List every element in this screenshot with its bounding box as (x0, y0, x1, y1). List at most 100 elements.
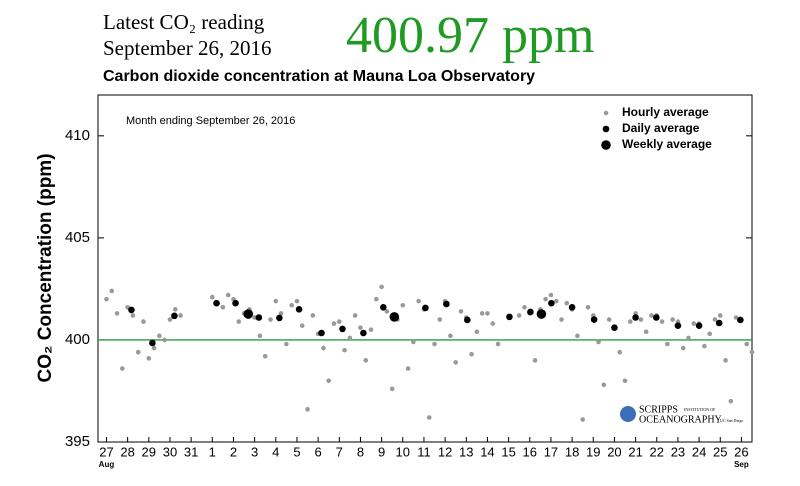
data-point (167, 317, 173, 322)
data-point (225, 292, 231, 298)
data-point (448, 333, 453, 339)
data-point (553, 298, 559, 304)
data-point (674, 322, 682, 329)
data-point (628, 319, 633, 324)
x-tick-label: 22 (650, 444, 664, 459)
data-point (575, 333, 580, 339)
data-point (585, 304, 591, 310)
data-point (536, 309, 547, 319)
x-tick-label: 23 (671, 444, 685, 459)
data-point (453, 360, 458, 365)
data-point (400, 302, 406, 308)
data-point (744, 341, 750, 347)
data-point (596, 339, 601, 345)
data-point (548, 299, 555, 307)
data-point (389, 386, 395, 392)
x-tick-label: 31 (184, 444, 198, 459)
y-tick-label: 395 (65, 433, 90, 450)
data-point (358, 325, 363, 330)
data-point (360, 329, 367, 337)
x-tick-label: 5 (293, 444, 300, 459)
x-tick-label: 15 (501, 444, 515, 459)
x-tick-label: 9 (378, 444, 385, 459)
data-point (564, 300, 570, 306)
data-point (611, 324, 618, 331)
data-point (128, 306, 135, 314)
data-point (695, 322, 703, 329)
y-tick-label: 410 (65, 127, 90, 144)
data-point (384, 309, 390, 314)
data-point (157, 333, 162, 339)
data-point (336, 319, 342, 324)
data-point (590, 316, 598, 323)
data-point (495, 341, 501, 347)
data-point (469, 351, 474, 357)
data-point (426, 415, 432, 420)
data-point (632, 314, 639, 321)
x-tick-label: 24 (692, 444, 706, 459)
data-point (702, 343, 707, 349)
data-point (659, 319, 665, 324)
data-point (580, 417, 585, 422)
data-point (653, 314, 660, 321)
x-tick-label: 8 (357, 444, 364, 459)
data-point (294, 298, 300, 304)
data-point (638, 317, 644, 322)
data-point (284, 341, 289, 347)
data-point (622, 378, 628, 384)
data-point (141, 319, 146, 324)
data-point (232, 299, 239, 307)
logo-text: INSTITUTION OF (684, 407, 716, 412)
data-point (506, 313, 513, 321)
data-point (568, 303, 576, 311)
legend-marker (602, 125, 610, 133)
data-point (278, 311, 284, 316)
legend-marker (601, 140, 611, 150)
data-point (104, 296, 109, 302)
logo-icon (620, 406, 636, 422)
header-line: Latest CO₂ reading (103, 10, 265, 34)
x-tick-label: 25 (713, 444, 727, 459)
data-point (749, 349, 755, 355)
x-tick-label: 13 (459, 444, 473, 459)
data-point (289, 302, 294, 308)
logo-text: SCRIPPS (639, 404, 678, 415)
data-point (326, 378, 331, 384)
x-tick-label: 11 (417, 444, 431, 459)
data-point (601, 382, 607, 388)
data-point (321, 345, 326, 351)
data-point (342, 347, 347, 353)
logo-text: OCEANOGRAPHY (639, 414, 722, 425)
data-point (236, 319, 242, 324)
data-point (707, 331, 712, 337)
data-point (268, 317, 273, 322)
data-point (374, 296, 379, 302)
data-point (339, 325, 346, 333)
data-point (485, 311, 490, 316)
month-label: Sep (734, 460, 749, 469)
data-point (516, 313, 522, 318)
chart-title: Carbon dioxide concentration at Mauna Lo… (103, 68, 535, 85)
data-point (172, 307, 178, 312)
data-point (479, 311, 485, 316)
data-point (532, 358, 538, 363)
x-tick-label: 6 (314, 444, 321, 459)
data-point (213, 299, 220, 307)
data-point (617, 349, 623, 355)
x-tick-label: 30 (163, 444, 177, 459)
x-tick-label: 27 (99, 444, 113, 459)
data-point (109, 288, 115, 294)
data-point (389, 312, 400, 322)
x-tick-label: 29 (142, 444, 156, 459)
y-tick-label: 400 (65, 331, 90, 348)
data-point (437, 317, 443, 322)
data-point (114, 311, 120, 316)
data-point (363, 358, 369, 363)
data-point (670, 317, 675, 322)
annotation: Month ending September 26, 2016 (126, 115, 295, 127)
data-point (318, 329, 325, 337)
y-tick-label: 405 (65, 229, 90, 246)
data-point (220, 304, 226, 310)
data-point (691, 321, 697, 326)
